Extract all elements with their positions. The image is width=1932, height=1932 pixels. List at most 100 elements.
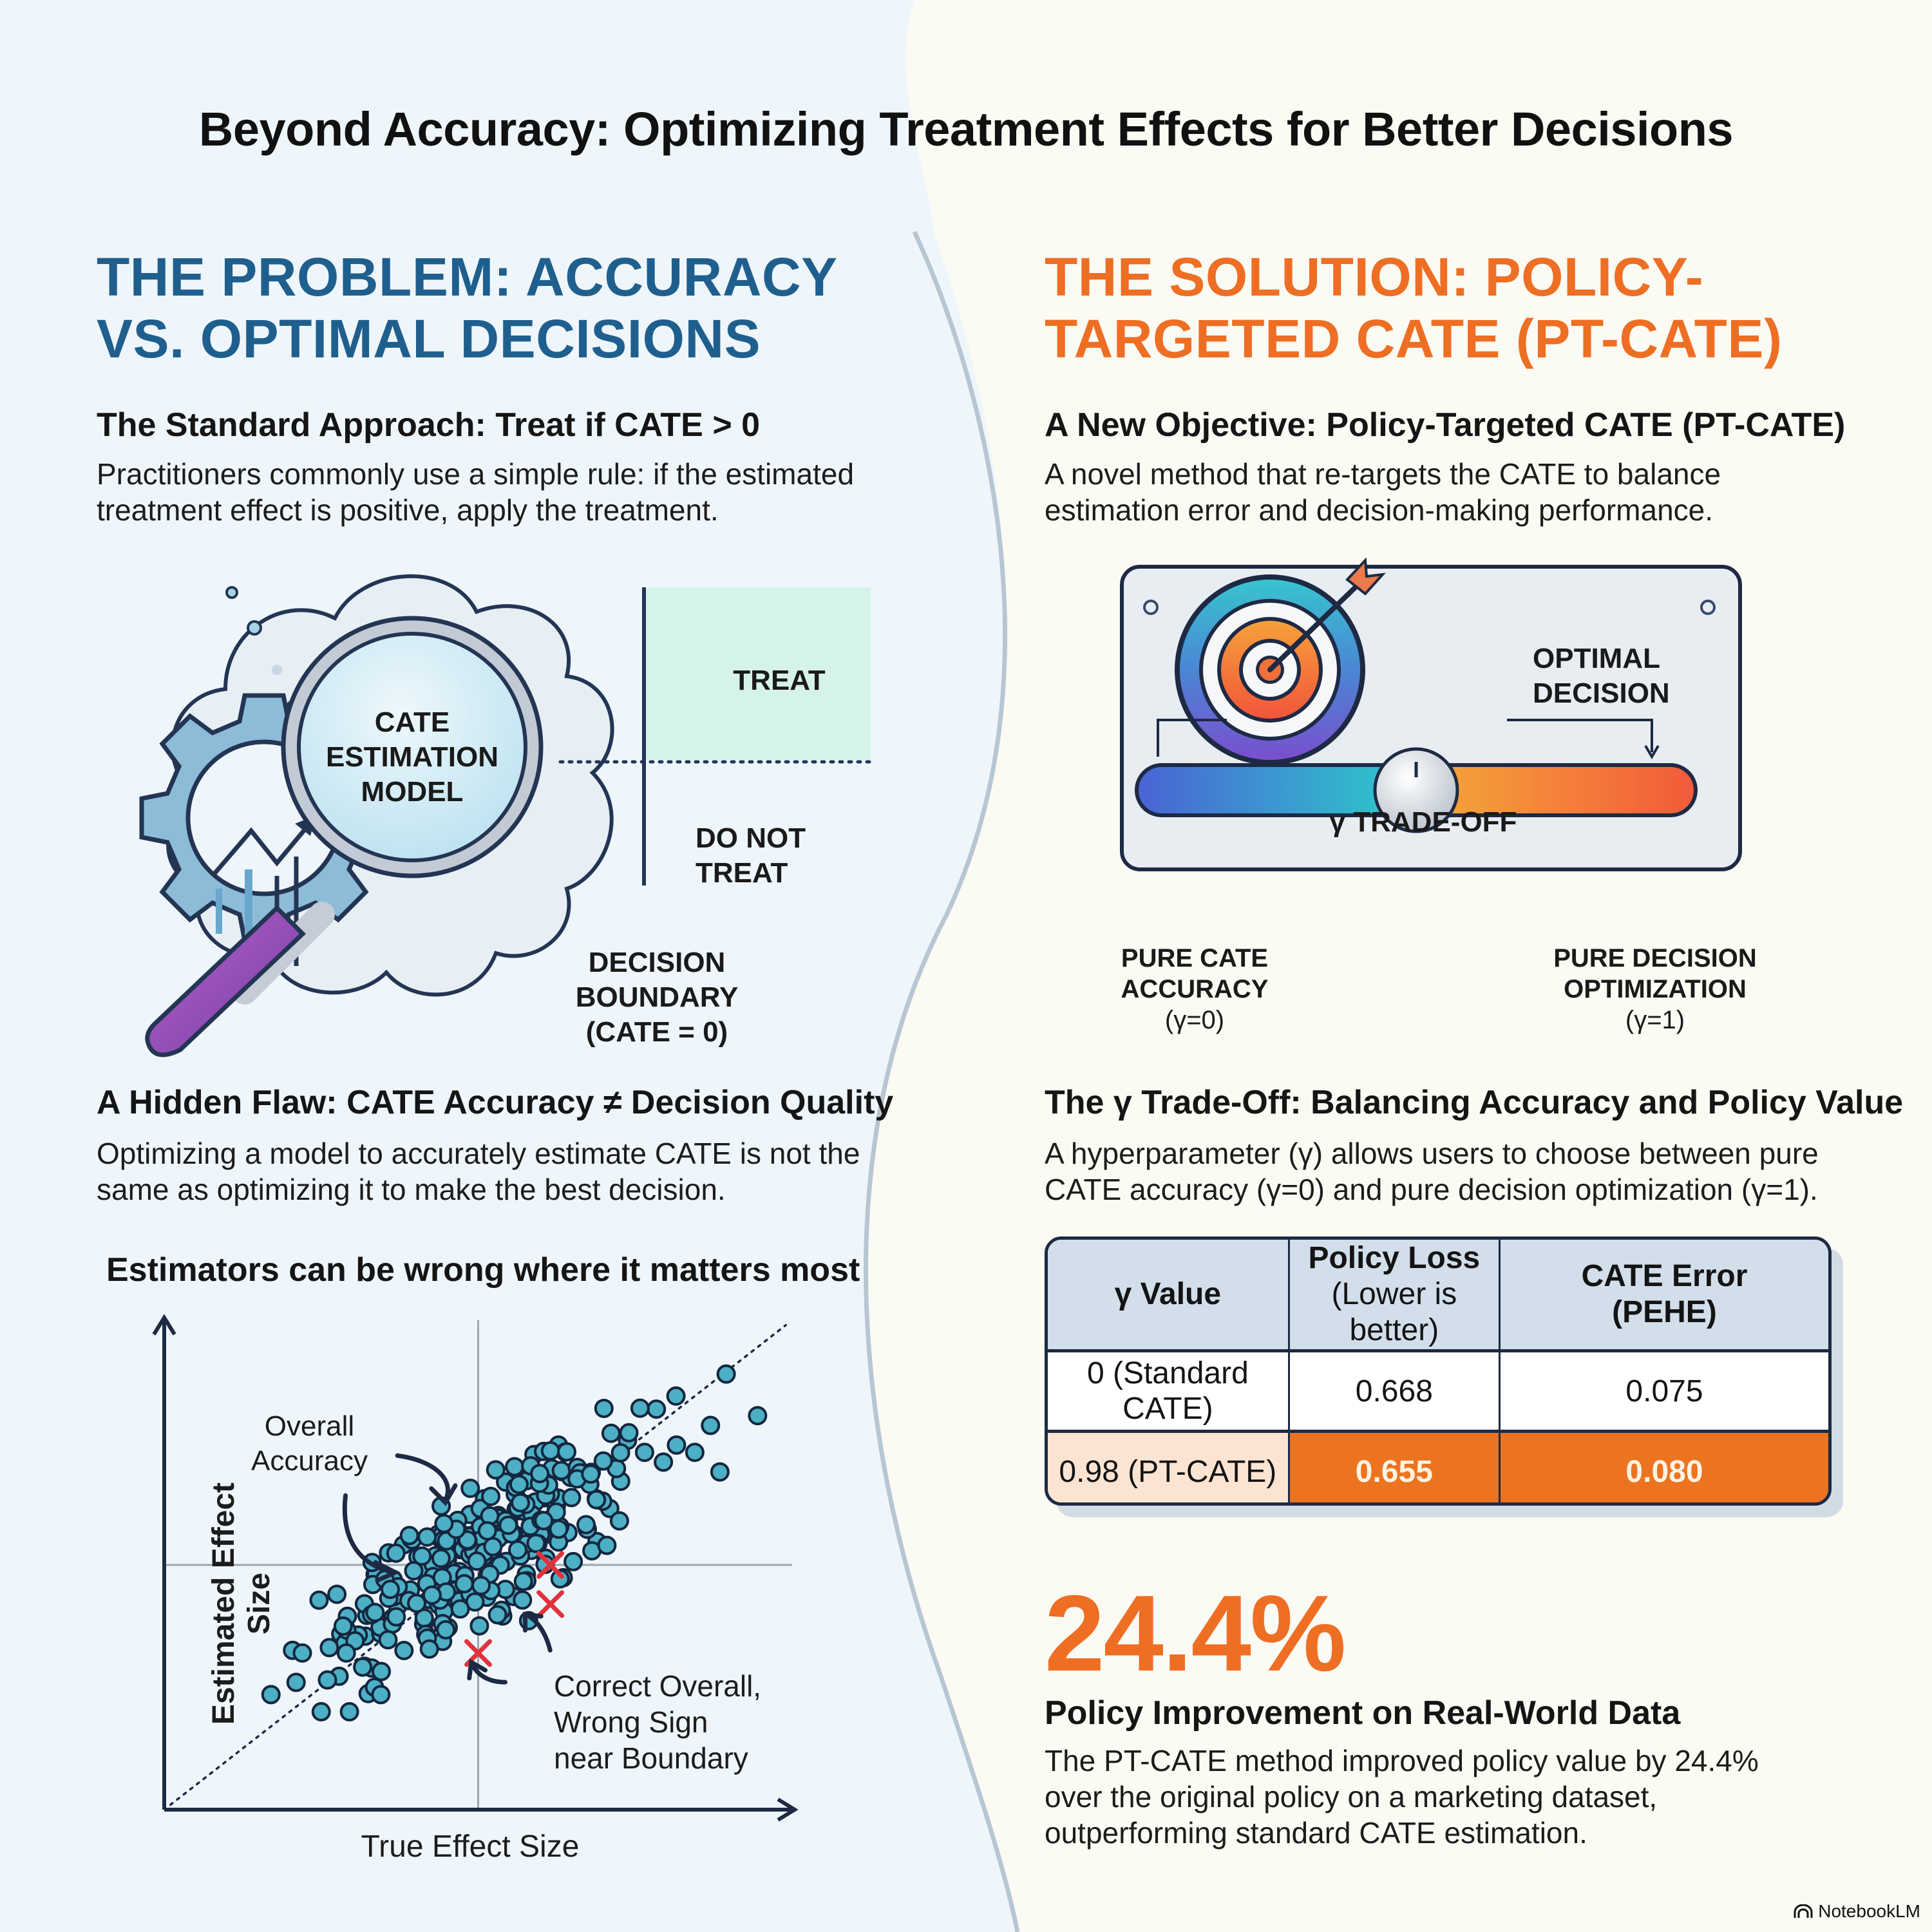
lens-label: CATE ESTIMATION MODEL (283, 705, 541, 810)
scatter-point (488, 1605, 507, 1625)
scatter-point (634, 1443, 654, 1463)
scatter-point (292, 1643, 312, 1663)
cate-model-illustration (139, 574, 873, 1057)
scatter-point (576, 1515, 596, 1535)
scatter-point (454, 1574, 474, 1594)
treat-region (644, 587, 871, 760)
panel-screw-right (1700, 600, 1716, 615)
optimal-line2: DECISION (1533, 677, 1670, 709)
scatter-point (505, 1457, 525, 1477)
pure-cate-line2: ACCURACY (1121, 975, 1269, 1003)
table-row-highlighted: 0.98 (PT-CATE) 0.655 0.080 (1048, 1433, 1828, 1502)
scatter-point (551, 1461, 571, 1481)
scatter-point (319, 1638, 339, 1658)
tradeoff-panel (1120, 557, 1742, 871)
scatter-point (317, 1670, 337, 1690)
notebooklm-brand: NotebookLM (1794, 1901, 1920, 1922)
cell-gamma: 0.98 (PT-CATE) (1048, 1433, 1290, 1502)
gamma-tradeoff-title: The γ Trade-Off: Balancing Accuracy and … (1045, 1084, 1904, 1121)
header-gamma-text: γ Value (1114, 1277, 1222, 1311)
scatter-point (407, 1593, 427, 1613)
scatter-point (507, 1540, 527, 1560)
panel-screw-left (1143, 600, 1159, 615)
boundary-line1: DECISION (588, 947, 726, 978)
pure-decision-line1: PURE DECISION (1553, 944, 1757, 972)
lens-label-line3: MODEL (361, 776, 464, 808)
scatter-point (436, 1620, 456, 1640)
header-cate-error: CATE Error (PEHE) (1500, 1240, 1828, 1352)
pure-cate-line3: (γ=0) (1164, 1006, 1225, 1034)
scatter-point (581, 1464, 601, 1484)
scatter-point (431, 1548, 451, 1568)
scatter-point (477, 1521, 497, 1541)
new-objective-body: A novel method that re-targets the CATE … (1045, 456, 1721, 528)
gamma-slider-knob (1373, 747, 1459, 833)
page-title: Beyond Accuracy: Optimizing Treatment Ef… (198, 102, 1734, 156)
scatter-point (685, 1443, 705, 1463)
lens-label-line2: ESTIMATION (325, 741, 499, 773)
policy-improvement-line3: outperforming standard CATE estimation. (1045, 1816, 1587, 1850)
solution-heading-line2: TARGETED CATE (PT-CATE) (1045, 308, 1783, 369)
x-marker-stroke (536, 1551, 565, 1579)
scatter-point (333, 1616, 353, 1636)
policy-improvement-stat: 24.4% (1045, 1573, 1346, 1694)
scatter-point (557, 1442, 577, 1462)
annotation-arrow-overall-left (342, 1493, 396, 1575)
new-objective-title: A New Objective: Policy-Targeted CATE (P… (1045, 406, 1846, 444)
scatter-point (460, 1479, 480, 1499)
magnifier-icon (145, 616, 544, 1057)
scatter-point (422, 1585, 442, 1605)
x-marker-stroke (536, 1590, 565, 1618)
decision-boundary-label: DECISION BOUNDARY (CATE = 0) (541, 945, 773, 1050)
lens-label-line1: CATE (374, 706, 450, 738)
scatter-point (311, 1702, 331, 1721)
scatter-point (372, 1662, 392, 1681)
scatter-point (513, 1590, 533, 1610)
scatter-point (550, 1569, 570, 1589)
header-cate-error-line1: CATE Error (1581, 1259, 1748, 1293)
scatter-point (498, 1515, 518, 1535)
scatter-point (469, 1616, 489, 1636)
scatter-point (666, 1386, 686, 1406)
standard-approach-body: Practitioners commonly use a simple rule… (97, 456, 854, 528)
scatter-point (594, 1398, 614, 1418)
do-not-treat-label: DO NOT TREAT (696, 821, 889, 891)
treat-label: TREAT (733, 665, 826, 696)
scatter-chart (152, 1314, 799, 1822)
annotation-arrow-overall-top (395, 1453, 450, 1503)
scatter-point (386, 1607, 406, 1627)
table-header-row: γ Value Policy Loss (Lower is better) CA… (1048, 1240, 1828, 1352)
scatter-point (481, 1486, 500, 1506)
scatter-point (593, 1451, 613, 1471)
target-icon (1175, 557, 1387, 765)
annotation-arrow-overall-top-head (429, 1483, 458, 1506)
scatter-point (710, 1462, 730, 1482)
scatter-point (386, 1543, 406, 1563)
solution-heading-line1: THE SOLUTION: POLICY- (1045, 247, 1704, 307)
scatter-point (609, 1511, 629, 1531)
tradeoff-arrow-head (1644, 744, 1660, 759)
divider-curve (864, 231, 1020, 1932)
tradeoff-bracket-right (1507, 719, 1653, 752)
scatter-point (513, 1571, 533, 1591)
new-objective-line2: estimation error and decision-making per… (1045, 493, 1714, 527)
chart-title: Estimators can be wrong where it matters… (106, 1251, 860, 1289)
scatter-point (261, 1685, 281, 1705)
scatter-point (509, 1474, 529, 1494)
annotation-arrow-wrong-sign-2-head (467, 1658, 488, 1681)
standard-approach-title: The Standard Approach: Treat if CATE > 0 (97, 406, 761, 444)
results-table: γ Value Policy Loss (Lower is better) CA… (1045, 1236, 1832, 1506)
header-gamma: γ Value (1048, 1240, 1290, 1352)
wrong-sign-x-marker (536, 1590, 565, 1618)
hidden-flaw-body: Optimizing a model to accurately estimat… (97, 1135, 860, 1208)
pure-decision-label: PURE DECISION OPTIMIZATION (γ=1) (1526, 943, 1784, 1036)
hidden-flaw-title: A Hidden Flaw: CATE Accuracy ≠ Decision … (97, 1084, 894, 1121)
tradeoff-bracket-left (1157, 719, 1227, 757)
scatter-point (286, 1672, 306, 1692)
scatter-point (353, 1657, 373, 1677)
policy-improvement-title: Policy Improvement on Real-World Data (1045, 1694, 1681, 1732)
scatter-point (587, 1490, 607, 1510)
optimal-line1: OPTIMAL (1533, 643, 1660, 674)
scatter-point (471, 1576, 491, 1596)
cell-policy-loss: 0.655 (1289, 1433, 1501, 1502)
